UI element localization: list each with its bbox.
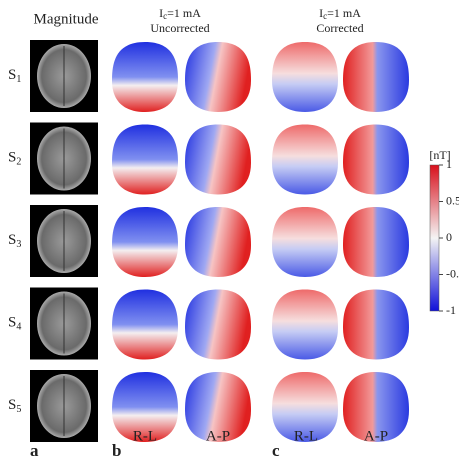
field-map (272, 125, 338, 195)
field-map (112, 207, 178, 277)
field-map (343, 125, 409, 195)
current-header: Ic=1 mA (319, 6, 361, 21)
uncorrected-header: Uncorrected (150, 21, 209, 35)
field-map (272, 290, 338, 360)
colorbar-tick-label: 1 (446, 157, 452, 171)
row-label: S1 (8, 67, 21, 85)
axis-label: R-L (133, 428, 157, 444)
row-label: S5 (8, 397, 21, 415)
axis-label: A-P (206, 428, 230, 444)
figure: Magnitude Ic=1 mA Uncorrected Ic=1 mA Co… (0, 0, 459, 468)
axis-label: R-L (294, 428, 318, 444)
row-label: S2 (8, 150, 21, 168)
field-map (272, 207, 338, 277)
panel-letter: c (272, 441, 280, 460)
field-map (272, 42, 338, 112)
field-map (343, 42, 409, 112)
row-label-subscript: 3 (16, 239, 21, 250)
current-header: Ic=1 mA (159, 6, 201, 21)
row-label-subscript: 1 (16, 74, 21, 85)
row-label-text: S (8, 67, 16, 83)
colorbar (430, 165, 439, 311)
field-map (185, 125, 251, 195)
field-map (185, 42, 251, 112)
axis-label: A-P (364, 428, 388, 444)
panel-letter: a (30, 441, 39, 460)
field-map (185, 290, 251, 360)
row-label-subscript: 4 (16, 322, 21, 333)
colorbar-tick-label: -1 (446, 303, 456, 317)
field-map (343, 207, 409, 277)
colorbar-tick-label: -0.5 (446, 266, 459, 280)
row-label: S3 (8, 232, 21, 250)
colorbar-tick-label: 0.5 (446, 193, 459, 207)
magnitude-header: Magnitude (34, 11, 99, 27)
corrected-header: Corrected (316, 21, 363, 35)
row-label-text: S (8, 232, 16, 248)
row-label-text: S (8, 315, 16, 331)
row-label-subscript: 2 (16, 157, 21, 168)
panel-letter: b (112, 441, 121, 460)
row-label-subscript: 5 (16, 404, 21, 415)
row-label-text: S (8, 397, 16, 413)
field-map (343, 290, 409, 360)
field-map (112, 290, 178, 360)
row-label-text: S (8, 150, 16, 166)
field-map (185, 207, 251, 277)
field-map (112, 125, 178, 195)
colorbar-tick-label: 0 (446, 230, 452, 244)
row-label: S4 (8, 315, 21, 333)
field-map (112, 42, 178, 112)
